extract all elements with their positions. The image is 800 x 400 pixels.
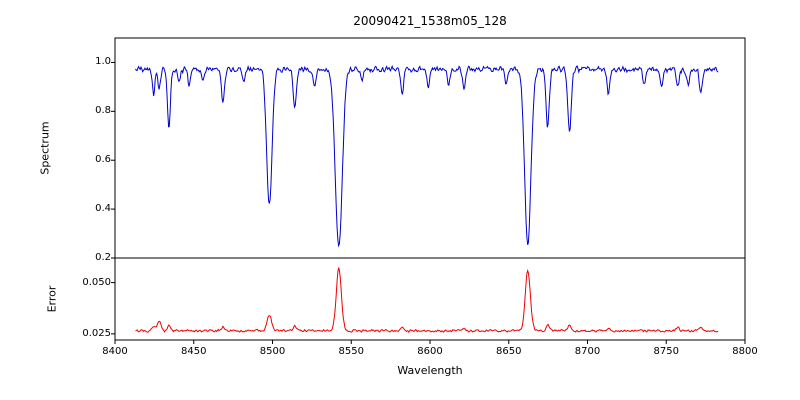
error-y-axis-label: Error <box>45 285 59 313</box>
x-tick-label: 8600 <box>417 346 443 357</box>
x-axis-label: Wavelength <box>397 364 463 377</box>
spectrum-y-tick-label: 0.4 <box>95 203 111 215</box>
error-panel <box>111 257 746 344</box>
figure-title: 20090421_1538m05_128 <box>353 14 507 28</box>
error-y-tick-label: 0.050 <box>82 276 111 288</box>
x-tick-label: 8450 <box>181 346 207 357</box>
x-tick-label: 8500 <box>259 346 286 357</box>
spectrum-y-tick-label: 0.6 <box>95 154 111 166</box>
spectrum-axes-frame <box>114 37 746 259</box>
spectrum-panel <box>111 37 746 259</box>
spectrum-line <box>135 64 719 248</box>
x-tick-label: 8750 <box>653 346 679 357</box>
x-tick-label: 8800 <box>732 346 758 357</box>
spectrum-y-tick-label: 1.0 <box>95 56 111 68</box>
error-y-tick-label: 0.025 <box>82 327 111 339</box>
spectrum-y-tick-label: 0.2 <box>95 252 111 263</box>
error-axes-frame <box>114 257 746 341</box>
error-line <box>135 267 719 333</box>
x-tick-label: 8400 <box>102 346 128 357</box>
spectrum-y-tick-label: 0.8 <box>95 105 111 117</box>
x-tick-label: 8650 <box>496 346 522 357</box>
x-tick-label: 8700 <box>574 346 601 357</box>
x-tick-label: 8550 <box>338 346 364 357</box>
spectrum-y-axis-label: Spectrum <box>38 121 52 175</box>
